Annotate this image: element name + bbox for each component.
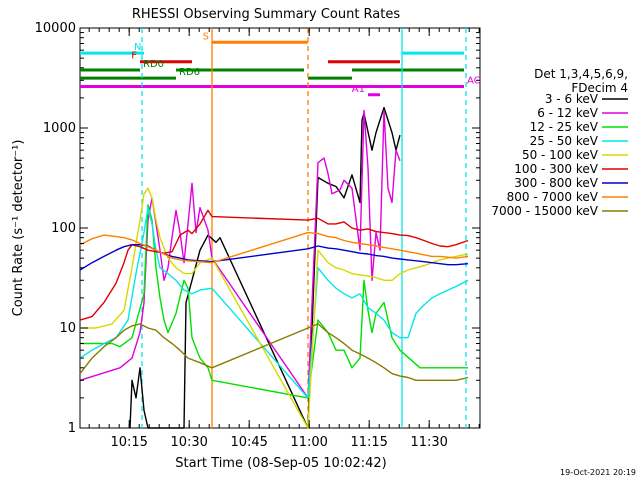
x-tick-label: 10:15 (110, 435, 147, 450)
timestamp: 19-Oct-2021 20:19 (560, 468, 636, 477)
legend-entry-label: 800 - 7000 keV (507, 190, 599, 204)
legend-entry-label: 3 - 6 keV (545, 92, 599, 106)
flag-bar-label: F (131, 51, 137, 62)
series-line (79, 231, 469, 264)
axes: 1 10 100 1000 10000 10:15 10:30 10:45 11:00 11:15… (35, 21, 480, 450)
flag-bar-label: A1 (352, 84, 365, 95)
flag-bar-label: AO (467, 76, 482, 87)
x-axis-label: Start Time (08-Sep-05 10:02:42) (175, 456, 386, 471)
series-line (79, 209, 469, 321)
y-tick-label: 1 (68, 421, 76, 436)
series-line (129, 106, 401, 429)
x-tick-label: 10:45 (230, 435, 267, 450)
flag-bars: N S F RD0 RD6 AO A1 (80, 31, 482, 97)
y-axis-label: Count Rate (s⁻¹ detector⁻¹) (11, 140, 26, 317)
flag-bar-label: RD6 (179, 67, 200, 78)
legend-entry-label: 6 - 12 keV (537, 106, 599, 120)
y-tick-label: 100 (51, 221, 76, 236)
legend-entry-label: 100 - 300 keV (514, 162, 598, 176)
legend-entry-label: 300 - 800 keV (514, 176, 598, 190)
series-line (79, 244, 469, 271)
legend-entry-label: 7000 - 15000 keV (491, 204, 598, 218)
series-line (80, 187, 469, 429)
series-group (79, 106, 469, 429)
event-markers (141, 28, 467, 428)
x-tick-label: 11:30 (410, 435, 447, 450)
flag-bar-label: S (203, 31, 209, 42)
y-tick-label: 10 (59, 321, 76, 336)
chart-title: RHESSI Observing Summary Count Rates (132, 7, 401, 22)
legend-entry-label: 50 - 100 keV (522, 148, 599, 162)
y-tick-label: 1000 (43, 121, 76, 136)
x-tick-label: 10:30 (170, 435, 207, 450)
series-line (79, 323, 469, 381)
legend-entry-label: 12 - 25 keV (530, 120, 599, 134)
y-tick-label: 10000 (35, 21, 76, 36)
flag-bar-label: RD0 (143, 59, 164, 70)
legend-header: Det 1,3,4,5,6,9, (534, 67, 628, 81)
flag-bar-label: N (134, 42, 141, 53)
series-line (79, 206, 469, 399)
legend-header: FDecim 4 (571, 81, 628, 95)
legend-entry-label: 25 - 50 keV (530, 134, 599, 148)
x-tick-label: 11:00 (290, 435, 327, 450)
series-line (80, 204, 468, 399)
x-tick-label: 11:15 (350, 435, 387, 450)
